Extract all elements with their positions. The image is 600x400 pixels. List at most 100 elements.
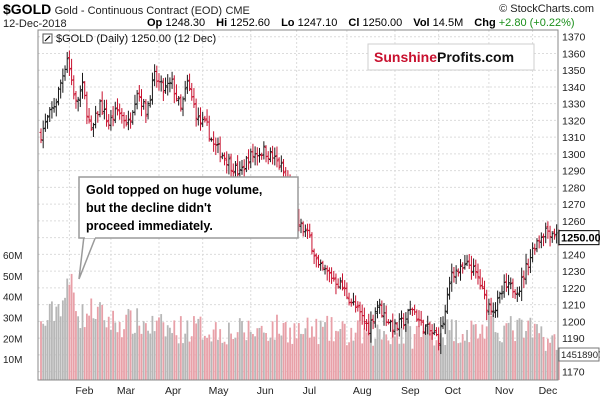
ohlc-summary: Op 1248.30 Hi 1252.60 Lo 1247.10 Cl 1250… xyxy=(147,17,575,29)
annotation-callout: Gold topped on huge volume, but the decl… xyxy=(78,176,299,280)
price-tick-label: 1260 xyxy=(562,216,586,228)
volume-tick-label: 50M xyxy=(3,272,22,283)
volume-bar xyxy=(359,321,361,380)
volume-bar xyxy=(546,338,549,380)
volume-bar xyxy=(236,332,239,380)
exchange: CME xyxy=(225,5,250,17)
volume-bar xyxy=(413,334,416,380)
volume-bar xyxy=(59,316,62,380)
legend-text: $GOLD (Daily) 1250.00 (12 Dec) xyxy=(56,33,216,45)
volume-bar xyxy=(70,273,73,380)
close-value: 1250.00 xyxy=(362,17,403,29)
volume-bar xyxy=(112,310,115,380)
volume-bar xyxy=(44,325,47,380)
volume-bar xyxy=(466,329,468,380)
volume-bar xyxy=(446,319,449,380)
volume-bar xyxy=(278,333,281,380)
month-axis: Feb Mar Apr May Jun Jul Aug Sep Oct Nov Dec xyxy=(75,385,557,397)
open-label: Op xyxy=(147,17,163,29)
volume-bar xyxy=(450,319,453,380)
month-tick-label: Sep xyxy=(401,385,420,397)
volume-bar xyxy=(199,316,202,380)
volume-bar xyxy=(453,341,455,380)
volume-bar xyxy=(313,336,316,380)
volume-bar xyxy=(96,306,99,380)
brand-text: SunshineProfits.com xyxy=(374,49,514,65)
annotation-line-2: but the decline didn't xyxy=(86,201,212,215)
price-tick-label: 1210 xyxy=(562,300,586,312)
volume-bar xyxy=(304,328,307,380)
volume-tick-label: 10M xyxy=(3,355,22,366)
chart-date: 12-Dec-2018 xyxy=(3,18,67,30)
volume-bar xyxy=(103,320,106,380)
volume-bar xyxy=(426,325,429,380)
volume-bar xyxy=(420,337,423,380)
volume-bar xyxy=(210,341,213,380)
volume-bar xyxy=(61,300,64,380)
brand-logo: SunshineProfits.com xyxy=(367,43,535,71)
volume-bar xyxy=(68,284,71,380)
volume-bar xyxy=(188,341,191,380)
price-tick-label: 1330 xyxy=(562,99,586,111)
volume-bar xyxy=(311,326,313,380)
volume-bar xyxy=(140,333,143,380)
volume-bar xyxy=(164,336,167,380)
volume-bar xyxy=(527,320,530,380)
volume-bar xyxy=(439,333,442,380)
volume-bar xyxy=(533,323,536,380)
month-tick-label: Apr xyxy=(165,385,182,397)
price-tick-label: 1200 xyxy=(562,316,586,328)
volume-bar xyxy=(501,342,503,380)
volume-bar xyxy=(335,330,337,380)
volume-axis: 10M 20M 30M 40M 50M 60M xyxy=(3,251,22,366)
volume-bar xyxy=(520,319,523,380)
price-tick-label: 1340 xyxy=(562,82,586,94)
volume-tick-label: 20M xyxy=(3,334,22,345)
volume-bar xyxy=(197,318,200,380)
volume-bar xyxy=(247,320,250,380)
last-price-marker: 1250.00 xyxy=(558,230,600,246)
volume-bar xyxy=(273,339,276,380)
annotation-line-3: proceed immediately. xyxy=(86,219,213,233)
volume-bar xyxy=(354,332,357,380)
volume-bar xyxy=(134,332,136,380)
volume-bar xyxy=(227,322,230,380)
month-tick-label: Jun xyxy=(257,385,274,397)
volume-bar xyxy=(444,345,447,380)
volume-bar xyxy=(463,340,466,380)
volume-bar xyxy=(234,337,237,380)
volume-bar xyxy=(282,322,285,380)
volume-bar xyxy=(64,297,66,380)
volume-bar xyxy=(136,308,139,380)
volume-bar xyxy=(219,329,222,380)
volume-bar xyxy=(254,336,257,380)
volume-bar xyxy=(53,320,56,380)
volume-bar xyxy=(498,341,501,380)
volume-bar xyxy=(271,321,274,380)
month-tick-label: Aug xyxy=(353,385,372,397)
volume-bar xyxy=(345,345,348,380)
volume-bar xyxy=(107,316,110,380)
volume-bar xyxy=(256,328,259,380)
volume-bar xyxy=(483,338,486,380)
price-tick-label: 1310 xyxy=(562,132,586,144)
volume-bar xyxy=(265,332,267,380)
volume-bar xyxy=(518,318,521,380)
volume-bar xyxy=(90,298,93,380)
last-volume-marker: 14518907 xyxy=(558,347,600,362)
volume-bar xyxy=(549,342,551,380)
volume-bar xyxy=(48,303,51,380)
volume-bar xyxy=(538,333,541,380)
volume-bar xyxy=(507,322,510,380)
volume-bar xyxy=(435,340,438,380)
legend: $GOLD (Daily) 1250.00 (12 Dec) xyxy=(42,33,216,45)
volume-bar xyxy=(553,334,556,380)
volume-bar xyxy=(485,326,488,380)
price-tick-label: 1320 xyxy=(562,115,586,127)
volume-bar xyxy=(324,322,326,380)
volume-bar xyxy=(418,326,420,380)
volume-bar xyxy=(402,343,405,380)
month-tick-label: Oct xyxy=(445,385,461,397)
volume-bar xyxy=(459,342,462,380)
month-tick-label: Jul xyxy=(303,385,316,397)
